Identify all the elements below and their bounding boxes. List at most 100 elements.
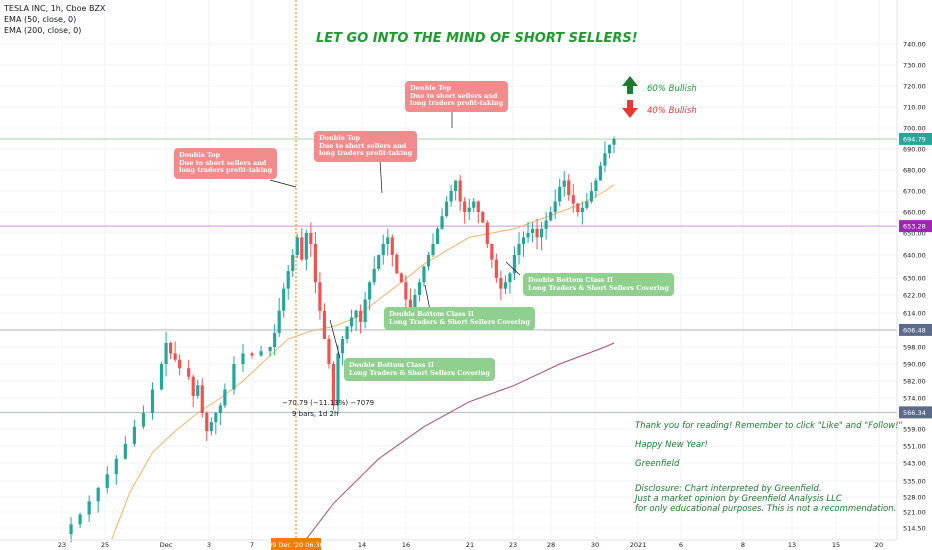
time-tick-label: 16: [402, 541, 410, 549]
candle-body: [304, 233, 308, 260]
measure-readout-change: −70.79 (−11.13%) −7079: [282, 399, 375, 407]
callout-line: Double Bottom Class II: [349, 361, 434, 369]
candle-body: [598, 165, 603, 181]
time-axis[interactable]: 23 25 Dec 3 7 09 Dec '20 06:30 14 16 21 23 28 30 202…: [0, 538, 897, 550]
callout-line: Double Top: [179, 151, 221, 159]
candle-body: [454, 180, 458, 191]
price-tick-label: 740.00: [903, 41, 926, 49]
candle-body: [377, 255, 381, 269]
candle-body: [390, 237, 394, 255]
candle-body: [589, 191, 593, 202]
candle-body: [291, 255, 295, 272]
candle-body: [205, 413, 209, 432]
candle-body: [594, 180, 598, 191]
symbol-line[interactable]: TESLA INC, 1h, Cboe BZX: [4, 4, 106, 13]
candle-body: [354, 310, 358, 318]
candle-body: [209, 422, 213, 432]
note-new-year: Happy New Year!: [635, 440, 708, 450]
candle-body: [399, 273, 403, 283]
candle-body: [481, 212, 485, 223]
callout-double-top-1[interactable]: Double Top Due to short sellers and long…: [174, 148, 278, 179]
candle-body: [241, 353, 245, 364]
price-tick-label: 650.00: [903, 230, 926, 238]
callout-double-bottom-2[interactable]: Double Bottom Class II Long Traders & Sh…: [384, 307, 535, 330]
price-tick-label: 640.00: [903, 252, 926, 260]
time-tick-label: 8: [741, 541, 745, 549]
ema200-label[interactable]: EMA (200, close, 0): [4, 26, 82, 35]
candle-body: [603, 153, 607, 166]
callout-line: Long Traders & Short Sellers Covering: [528, 283, 669, 292]
candle-body: [232, 364, 236, 390]
candle-body: [472, 201, 476, 208]
candles: [69, 136, 616, 543]
candle-body: [372, 268, 376, 283]
candle-body: [273, 333, 277, 347]
candle-body: [105, 474, 109, 488]
price-tick-label: 551.00: [903, 443, 926, 451]
callout-pointer: [379, 159, 383, 194]
candle-body: [164, 343, 168, 364]
callout-double-bottom-3[interactable]: Double Bottom Class II Long Traders & Sh…: [523, 273, 674, 296]
time-tick-label: 6: [679, 541, 683, 549]
note-thanks: Thank you for reading! Remember to click…: [635, 421, 903, 431]
candle-body: [413, 295, 417, 311]
price-tick-label: 690.00: [903, 146, 926, 154]
candle-body: [535, 228, 539, 238]
callout-line: long traders profit-taking: [179, 166, 273, 174]
time-tick-label: 7: [250, 541, 254, 549]
candle-body: [359, 310, 363, 322]
price-tick-label: 660.00: [903, 209, 926, 217]
price-tag-label: 694.79: [903, 135, 926, 143]
candle-body: [178, 359, 182, 369]
price-tick-label: 582.00: [903, 378, 926, 386]
candle-body: [159, 364, 164, 390]
candle-body: [132, 426, 136, 444]
candle-body: [444, 201, 449, 217]
price-axis[interactable]: 514.50 521.00 528.00 535.00 543.00 551.00 559.…: [896, 0, 932, 550]
candle-body: [313, 244, 317, 283]
ema50-label[interactable]: EMA (50, close, 0): [4, 15, 77, 24]
callout-line: Long Traders & Short Sellers Covering: [389, 317, 530, 326]
ema-line: [111, 184, 615, 540]
candle-body: [141, 413, 146, 427]
time-tick-label: Dec: [160, 541, 173, 549]
callout-double-top-2[interactable]: Double Top Due to short sellers and long…: [314, 131, 418, 162]
disclosure-line: for only educational purposes. This is n…: [635, 504, 897, 514]
callout-line: Double Top: [319, 134, 361, 142]
callout-double-top-3[interactable]: Double Top Due to short sellers and long…: [405, 81, 509, 112]
callout-pointers: [269, 108, 521, 359]
candle-body: [580, 207, 584, 212]
callout-pointer: [269, 179, 297, 188]
candle-body: [422, 266, 426, 283]
candle-body: [250, 353, 254, 356]
price-tag-label: 566.34: [903, 409, 926, 417]
arrows: [622, 76, 638, 118]
candle-body: [309, 233, 313, 244]
measure-readout-bars: 9 bars, 1d 2h: [292, 410, 339, 418]
up-arrow-icon: [622, 76, 638, 94]
callout-double-bottom-1[interactable]: Double Bottom Class II Long Traders & Sh…: [344, 358, 495, 381]
time-tick-label: 21: [466, 541, 474, 549]
price-tick-label: 528.00: [903, 494, 926, 502]
price-tick-label: 614.00: [903, 310, 926, 318]
time-tick-label: 15: [832, 541, 840, 549]
callout-line: long traders profit-taking: [410, 99, 504, 107]
price-tag: [899, 323, 932, 336]
candle-body: [223, 389, 227, 406]
callout-line: Due to short sellers and: [179, 158, 267, 167]
candle-body: [331, 364, 336, 406]
price-tick-label: 720.00: [903, 83, 926, 91]
candle-body: [345, 326, 349, 339]
candle-body: [508, 273, 512, 283]
price-tick-label: 680.00: [903, 167, 926, 175]
candle-body: [458, 180, 462, 202]
candle-body: [612, 138, 616, 145]
candle-body: [576, 203, 580, 212]
candle-body: [69, 524, 73, 535]
disclosure-line: Disclosure: Chart interpreted by Greenfi…: [635, 484, 822, 494]
callout-line: Long Traders & Short Sellers Covering: [349, 368, 490, 377]
note-disclosure: Disclosure: Chart interpreted by Greenfi…: [635, 484, 896, 514]
candle-body: [435, 228, 440, 244]
price-tag: [899, 220, 932, 233]
candle-body: [463, 201, 467, 212]
